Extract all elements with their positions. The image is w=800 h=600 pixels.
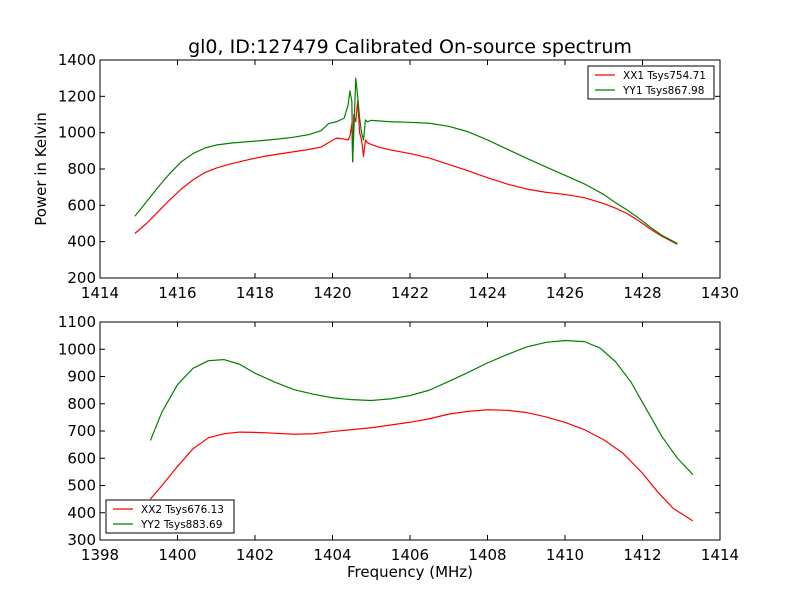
legend-box	[105, 499, 235, 534]
x-tick-label: 1422	[391, 284, 429, 302]
y-tick-label: 300	[67, 531, 96, 549]
y-tick-label: 1000	[58, 124, 96, 142]
x-tick-label: 1416	[158, 284, 196, 302]
y-tick-label: 900	[67, 368, 96, 386]
y-tick-label: 700	[67, 422, 96, 440]
x-tick-label: 1414	[701, 546, 739, 564]
x-tick-label: 1418	[236, 284, 274, 302]
series-line-xx	[134, 100, 678, 245]
legend-label: XX1 Tsys754.71	[623, 70, 706, 82]
x-tick-label: 1426	[546, 284, 584, 302]
series-line-yy	[149, 339, 694, 476]
x-tick-label: 1424	[468, 284, 506, 302]
y-tick-label: 600	[67, 449, 96, 467]
y-axis-label: Power in Kelvin	[32, 112, 50, 226]
y-tick-label: 1100	[58, 313, 96, 331]
figure-title: gl0, ID:127479 Calibrated On-source spec…	[188, 36, 632, 58]
x-tick-label: 1414	[81, 284, 119, 302]
legend: XX2 Tsys676.13 YY2 Tsys883.69	[105, 499, 235, 534]
x-tick-label: 1408	[468, 546, 506, 564]
series-line-xx	[149, 409, 694, 522]
x-tick-label: 1402	[236, 546, 274, 564]
x-tick-label: 1404	[313, 546, 351, 564]
legend-label: YY1 Tsys867.98	[622, 85, 704, 97]
x-tick-label: 1400	[158, 546, 196, 564]
legend-label: YY2 Tsys883.69	[140, 519, 222, 531]
x-tick-label: 1420	[313, 284, 351, 302]
x-tick-label: 1430	[701, 284, 739, 302]
y-tick-label: 800	[67, 395, 96, 413]
y-tick-label: 1200	[58, 87, 96, 105]
bottom-chart: 1398 1400 1402 1404 1406 1408 1410 1412 1414 300 4…	[58, 313, 739, 581]
x-tick-label: 1398	[81, 546, 119, 564]
y-tick-label: 400	[67, 233, 96, 251]
y-tick-label: 500	[67, 477, 96, 495]
y-tick-label: 600	[67, 196, 96, 214]
x-tick-label: 1428	[623, 284, 661, 302]
y-tick-label: 1000	[58, 340, 96, 358]
y-tick-label: 200	[67, 269, 96, 287]
x-axis-label: Frequency (MHz)	[347, 563, 473, 581]
y-tick-label: 400	[67, 504, 96, 522]
x-tick-label: 1410	[546, 546, 584, 564]
y-tick-label: 1400	[58, 51, 96, 69]
legend-box	[587, 65, 715, 100]
legend-label: XX2 Tsys676.13	[141, 504, 224, 516]
top-chart: 1414 1416 1418 1420 1422 1424 1426 1428 1430 200 4…	[32, 51, 739, 302]
series-line-yy	[134, 77, 678, 245]
x-tick-label: 1412	[623, 546, 661, 564]
x-tick-label: 1406	[391, 546, 429, 564]
y-tick-label: 800	[67, 160, 96, 178]
legend: XX1 Tsys754.71 YY1 Tsys867.98	[587, 65, 715, 100]
